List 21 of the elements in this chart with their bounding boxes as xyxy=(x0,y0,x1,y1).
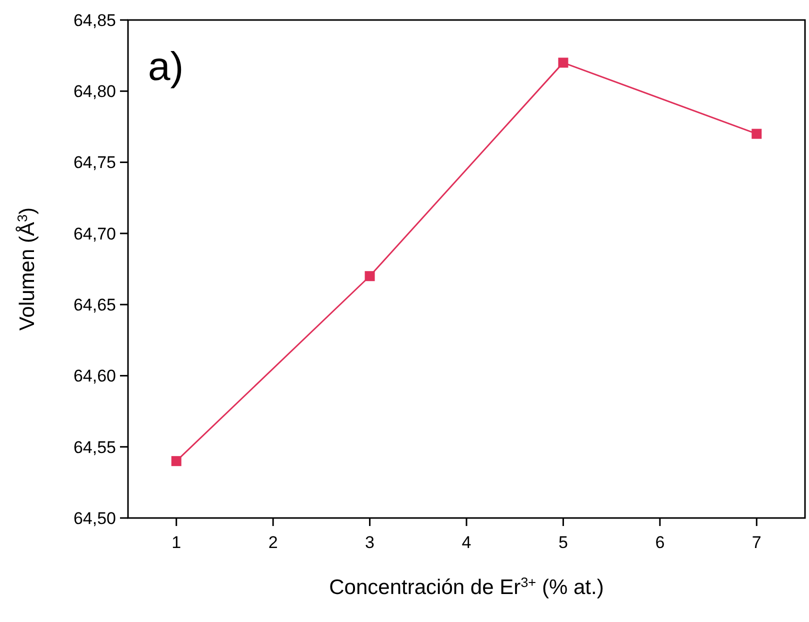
x-tick-label: 6 xyxy=(655,533,665,552)
y-tick-label: 64,65 xyxy=(73,296,116,315)
x-axis-title: Concentración de Er$^{3+}$ (% at.) xyxy=(329,574,604,599)
y-tick-label: 64,50 xyxy=(73,508,116,528)
x-tick-label: 1 xyxy=(172,533,182,552)
point xyxy=(364,271,375,282)
y-tick-label: 64,75 xyxy=(73,153,116,172)
y-tick-label: 64,80 xyxy=(73,82,116,102)
y-tick-label: 64,85 xyxy=(73,10,116,30)
x-tick-label: 2 xyxy=(268,533,278,552)
y-tick-label: 64,60 xyxy=(73,366,116,386)
x-tick-label: 5 xyxy=(558,533,568,552)
x-tick-label: 4 xyxy=(462,533,472,552)
point xyxy=(752,128,762,139)
y-tick-label: 64,70 xyxy=(73,224,116,244)
x-tick-label: 7 xyxy=(752,533,762,552)
annotation: a) xyxy=(148,45,184,89)
point xyxy=(558,58,568,68)
point xyxy=(171,456,182,466)
x-tick-label: 3 xyxy=(365,533,375,552)
y-tick-label: 64,55 xyxy=(73,438,116,457)
